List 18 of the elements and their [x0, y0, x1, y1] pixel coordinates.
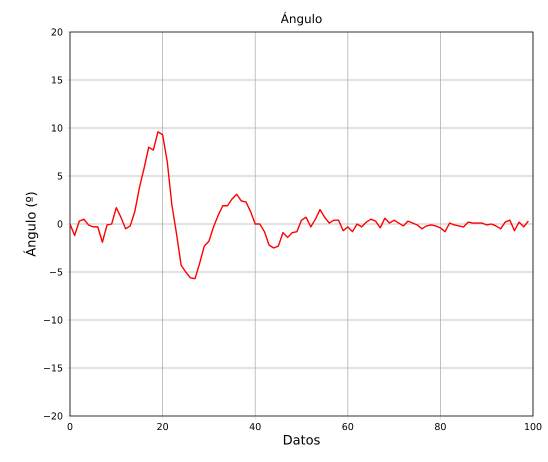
chart-title: Ángulo — [280, 12, 322, 26]
x-tick-label: 0 — [68, 423, 72, 430]
y-axis-title: Ángulo (º) — [23, 192, 38, 257]
x-tick-label: 60 — [342, 423, 354, 430]
y-tick-label: 20 — [52, 28, 62, 36]
x-axis-title: Datos — [284, 435, 320, 445]
y-tick-label: 10 — [52, 124, 62, 132]
y-tick-label: 0 — [58, 220, 62, 228]
y-tick-label: −5 — [50, 268, 62, 276]
x-tick-label: 20 — [157, 423, 168, 430]
y-tick-label: −15 — [44, 364, 62, 372]
y-tick-label: 5 — [58, 172, 62, 180]
x-tick-label: 80 — [435, 423, 446, 430]
y-tick-label: 15 — [52, 76, 62, 84]
y-tick-label: −20 — [44, 412, 62, 420]
y-tick-label: −10 — [44, 316, 62, 324]
x-tick-label: 40 — [250, 423, 261, 430]
x-tick-label: 100 — [525, 423, 542, 430]
